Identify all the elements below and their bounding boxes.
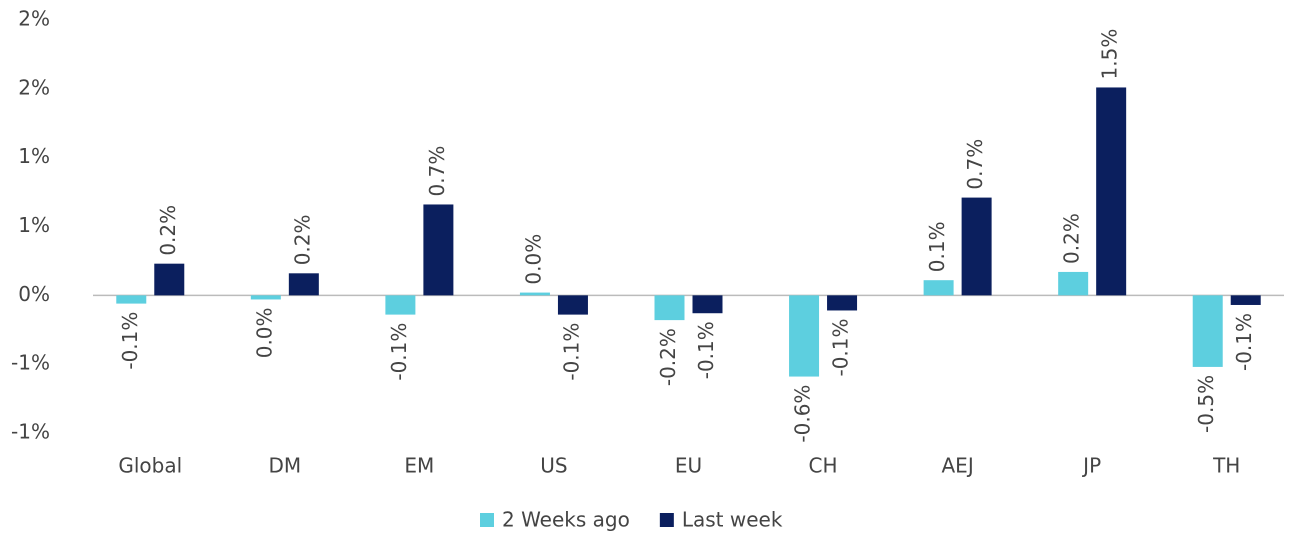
value-label: 0.0% — [521, 234, 545, 285]
value-label: -0.1% — [559, 323, 583, 381]
value-label: 0.2% — [156, 205, 180, 256]
value-label: 0.7% — [963, 139, 987, 190]
value-label: -0.1% — [118, 312, 142, 370]
legend-swatch — [480, 513, 494, 527]
bar — [1096, 87, 1127, 296]
value-label: 1.5% — [1098, 29, 1122, 80]
legend-label: Last week — [682, 508, 783, 532]
bar — [827, 295, 858, 311]
y-tick-label: 1% — [18, 213, 50, 237]
value-label: -0.1% — [1232, 313, 1256, 371]
bar — [519, 292, 550, 296]
y-tick-label: -1% — [11, 351, 50, 375]
bar — [288, 273, 319, 296]
bar — [1192, 295, 1223, 367]
bar — [961, 197, 992, 296]
y-tick-label: 2% — [18, 75, 50, 99]
y-tick-label: -1% — [11, 420, 50, 444]
value-label: 0.2% — [290, 214, 314, 265]
value-label: -0.6% — [791, 385, 815, 443]
value-label: -0.1% — [694, 321, 718, 379]
value-label: 0.2% — [1060, 213, 1084, 264]
value-label: 0.1% — [925, 221, 949, 272]
bar — [654, 295, 685, 321]
x-tick-label: EU — [675, 454, 702, 478]
value-label: -0.5% — [1194, 375, 1218, 433]
bar — [154, 263, 185, 296]
x-tick-label: AEJ — [942, 454, 974, 478]
legend-label: 2 Weeks ago — [502, 508, 630, 532]
value-label: -0.1% — [829, 318, 853, 376]
bar — [557, 295, 588, 315]
bar — [250, 295, 281, 300]
x-tick-label: US — [540, 454, 567, 478]
bar — [385, 295, 416, 315]
value-label: 0.7% — [425, 146, 449, 197]
y-tick-label: 0% — [18, 282, 50, 306]
bar — [116, 295, 147, 304]
x-tick-label: EM — [404, 454, 434, 478]
x-tick-label: JP — [1081, 454, 1101, 478]
legend-swatch — [659, 513, 674, 527]
y-tick-label: 2% — [18, 7, 50, 31]
y-tick-label: 1% — [18, 144, 50, 168]
value-label: -0.1% — [387, 323, 411, 381]
value-label: -0.2% — [656, 328, 680, 386]
x-tick-label: TH — [1212, 454, 1240, 478]
bar — [789, 295, 820, 377]
x-tick-label: DM — [269, 454, 302, 478]
bar — [423, 204, 454, 296]
bar — [1058, 271, 1089, 296]
value-label: 0.0% — [252, 307, 276, 358]
x-tick-label: CH — [809, 454, 838, 478]
bar — [923, 280, 954, 296]
bar — [692, 295, 723, 314]
x-tick-label: Global — [118, 454, 182, 478]
bar — [1230, 295, 1261, 305]
